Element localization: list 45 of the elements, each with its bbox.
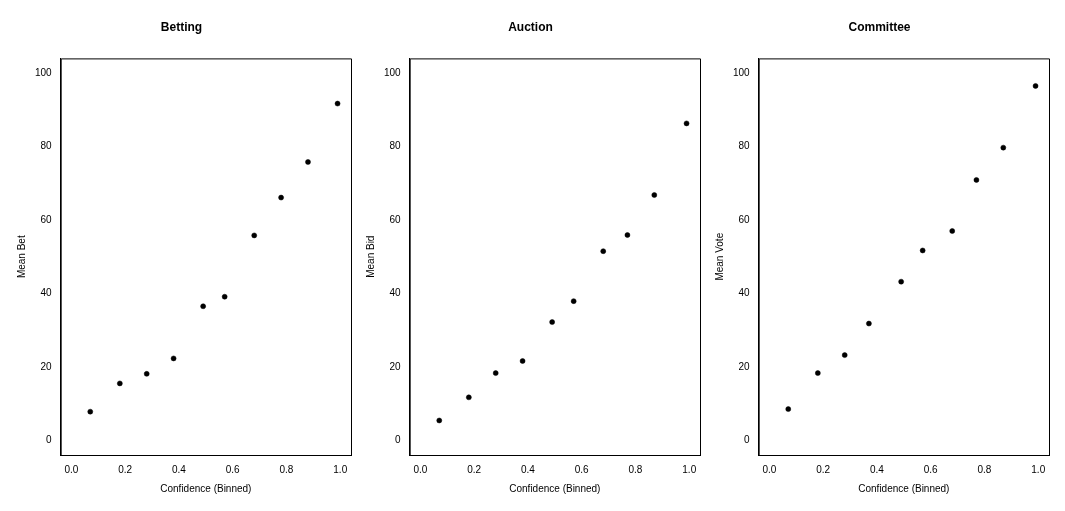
y-tick-label: 40 bbox=[389, 287, 402, 299]
y-axis-title: Mean Bet bbox=[15, 235, 27, 279]
y-tick-label: 40 bbox=[40, 287, 53, 299]
y-tick-label: 60 bbox=[40, 213, 53, 225]
x-tick-label: 0.2 bbox=[467, 463, 482, 475]
y-tick-label: 20 bbox=[738, 360, 751, 372]
x-axis-title: Confidence (Binned) bbox=[858, 482, 950, 494]
x-tick-label: 0.6 bbox=[574, 463, 590, 475]
x-axis-title: Confidence (Binned) bbox=[509, 482, 601, 494]
y-axis-title: Mean Vote bbox=[713, 232, 725, 281]
x-tick-label: 1.0 bbox=[682, 463, 697, 475]
chart-title: Auction bbox=[508, 19, 553, 34]
x-tick-label: 0.6 bbox=[225, 463, 241, 475]
x-tick-label: 0.0 bbox=[413, 463, 428, 475]
y-tick-label: 0 bbox=[46, 434, 53, 446]
chart-title: Betting bbox=[160, 19, 203, 34]
x-tick-label: 1.0 bbox=[333, 463, 348, 475]
chart-title: Committee bbox=[848, 19, 911, 34]
x-tick-label: 0.2 bbox=[816, 463, 831, 475]
y-tick-label: 60 bbox=[389, 213, 402, 225]
x-tick-label: 0.0 bbox=[762, 463, 777, 475]
x-tick-label: 1.0 bbox=[1031, 463, 1046, 475]
x-tick-label: 0.4 bbox=[172, 463, 187, 475]
y-axis-title: Mean Bid bbox=[364, 235, 376, 278]
y-tick-label: 80 bbox=[40, 140, 53, 152]
y-tick-label: 80 bbox=[389, 140, 402, 152]
x-tick-label: 0.4 bbox=[521, 463, 536, 475]
y-tick-label: 20 bbox=[40, 360, 53, 372]
x-tick-label: 0.8 bbox=[279, 463, 294, 475]
x-tick-label: 0.8 bbox=[628, 463, 643, 475]
x-tick-label: 0.4 bbox=[870, 463, 885, 475]
y-tick-label: 100 bbox=[384, 66, 402, 78]
x-tick-label: 0.2 bbox=[118, 463, 133, 475]
x-axis-title: Confidence (Binned) bbox=[160, 482, 252, 494]
x-tick-label: 0.0 bbox=[64, 463, 79, 475]
y-tick-label: 0 bbox=[395, 434, 402, 446]
y-tick-label: 40 bbox=[738, 287, 751, 299]
x-tick-label: 0.8 bbox=[977, 463, 992, 475]
y-tick-label: 0 bbox=[744, 434, 751, 446]
y-tick-label: 20 bbox=[389, 360, 402, 372]
y-tick-label: 60 bbox=[738, 213, 751, 225]
y-tick-label: 80 bbox=[738, 140, 751, 152]
y-tick-label: 100 bbox=[733, 66, 751, 78]
y-tick-label: 100 bbox=[35, 66, 53, 78]
x-tick-label: 0.6 bbox=[923, 463, 939, 475]
